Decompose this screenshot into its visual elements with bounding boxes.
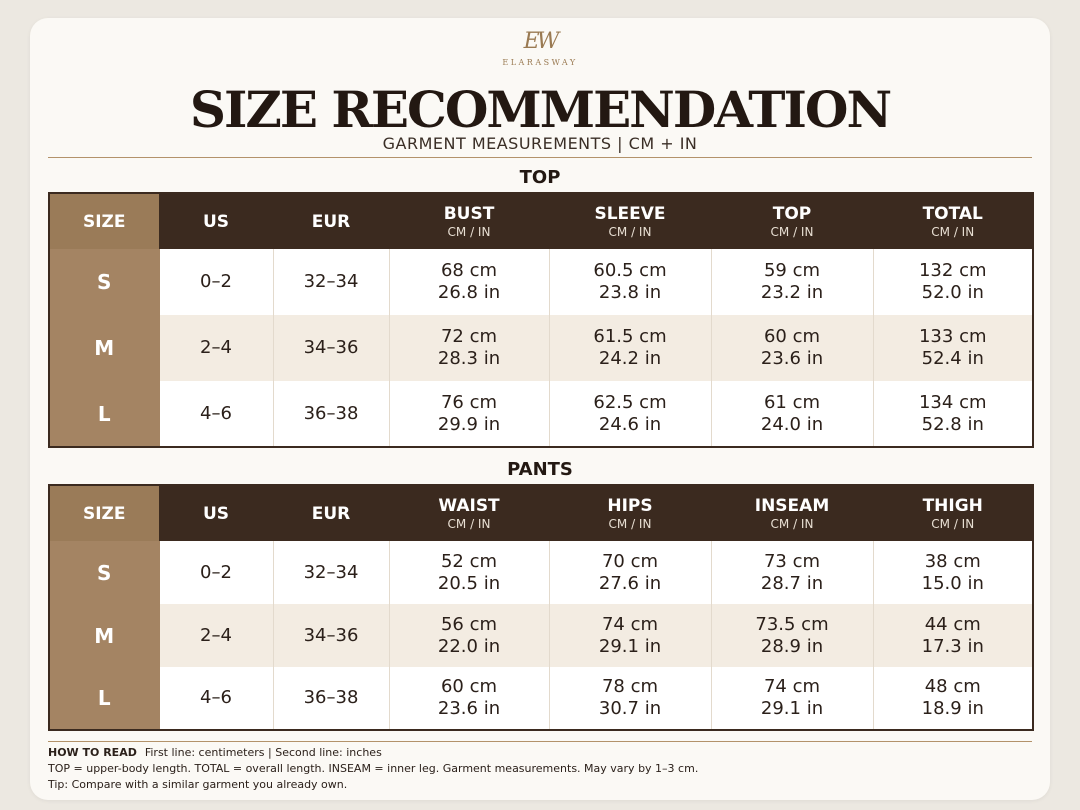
column-header-top: TOP CM / IN: [711, 193, 874, 249]
how-to-read-notes: HOW TO READ First line: centimeters | Sec…: [48, 745, 1032, 793]
measurement-cell: 59 cm 23.2 in: [711, 249, 874, 315]
size-label: L: [49, 381, 160, 447]
eur-size-cell: 32–34: [273, 249, 390, 315]
table-row: S 0–2 32–34 52 cm 20.5 in 70 cm 27.6 in 73…: [49, 541, 1034, 604]
us-size-cell: 4–6: [159, 381, 274, 447]
eur-size-cell: 34–36: [273, 315, 390, 381]
table-row: M 2–4 34–36 56 cm 22.0 in 74 cm 29.1 in 73…: [49, 604, 1034, 667]
us-size-cell: 0–2: [159, 249, 274, 315]
column-header-us: US: [159, 193, 274, 249]
title-divider: [48, 157, 1032, 158]
measurement-cell: 74 cm 29.1 in: [549, 604, 712, 667]
measurement-cell: 76 cm 29.9 in: [389, 381, 550, 447]
measurement-cell: 38 cm 15.0 in: [873, 541, 1034, 604]
eur-size-cell: 36–38: [273, 667, 390, 730]
size-label: S: [49, 249, 160, 315]
column-header-eur: EUR: [273, 193, 390, 249]
column-header-bust: BUST CM / IN: [389, 193, 550, 249]
measurement-cell: 62.5 cm 24.6 in: [549, 381, 712, 447]
measurement-cell: 134 cm 52.8 in: [873, 381, 1034, 447]
us-size-cell: 2–4: [159, 604, 274, 667]
table-row: S 0–2 32–34 68 cm 26.8 in 60.5 cm 23.8 in …: [49, 249, 1034, 315]
table-row: M 2–4 34–36 72 cm 28.3 in 61.5 cm 24.2 in …: [49, 315, 1034, 381]
brand-logo: EW ELARASWAY: [490, 28, 590, 72]
table-row: L 4–6 36–38 60 cm 23.6 in 78 cm 30.7 in 74…: [49, 667, 1034, 730]
measurement-cell: 133 cm 52.4 in: [873, 315, 1034, 381]
top-section-title: TOP: [519, 167, 561, 188]
measurement-cell: 52 cm 20.5 in: [389, 541, 550, 604]
measurement-cell: 73.5 cm 28.9 in: [711, 604, 874, 667]
measurement-cell: 78 cm 30.7 in: [549, 667, 712, 730]
us-size-cell: 4–6: [159, 667, 274, 730]
column-header-thigh: THIGH CM / IN: [873, 485, 1034, 541]
us-size-cell: 2–4: [159, 315, 274, 381]
measurement-cell: 56 cm 22.0 in: [389, 604, 550, 667]
notes-divider: [48, 741, 1032, 742]
column-header-size: SIZE: [49, 485, 160, 541]
measurement-cell: 72 cm 28.3 in: [389, 315, 550, 381]
size-label: M: [49, 315, 160, 381]
column-header-size: SIZE: [49, 193, 160, 249]
pants-section-title: PANTS: [507, 459, 573, 480]
notes-line-3: Tip: Compare with a similar garment you …: [48, 778, 348, 791]
us-size-cell: 0–2: [159, 541, 274, 604]
column-header-total: TOTAL CM / IN: [873, 193, 1034, 249]
measurement-cell: 60.5 cm 23.8 in: [549, 249, 712, 315]
measurement-cell: 61 cm 24.0 in: [711, 381, 874, 447]
eur-size-cell: 32–34: [273, 541, 390, 604]
column-header-hips: HIPS CM / IN: [549, 485, 712, 541]
brand-name: ELARASWAY: [502, 58, 578, 67]
logo-monogram: EW: [523, 29, 560, 54]
column-header-inseam: INSEAM CM / IN: [711, 485, 874, 541]
notes-line-1: HOW TO READ First line: centimeters | Sec…: [48, 746, 382, 759]
size-label: M: [49, 604, 160, 667]
column-header-eur: EUR: [273, 485, 390, 541]
measurement-cell: 74 cm 29.1 in: [711, 667, 874, 730]
measurement-cell: 48 cm 18.9 in: [873, 667, 1034, 730]
measurement-cell: 73 cm 28.7 in: [711, 541, 874, 604]
table-header-row: SIZE US EUR WAIST CM / IN HIPS CM / IN INS…: [49, 485, 1034, 541]
notes-line-2: TOP = upper-body length. TOTAL = overall…: [48, 762, 699, 775]
eur-size-cell: 34–36: [273, 604, 390, 667]
pants-size-table: SIZE US EUR WAIST CM / IN HIPS CM / IN INS…: [48, 484, 1034, 731]
size-label: S: [49, 541, 160, 604]
column-header-waist: WAIST CM / IN: [389, 485, 550, 541]
measurement-cell: 44 cm 17.3 in: [873, 604, 1034, 667]
eur-size-cell: 36–38: [273, 381, 390, 447]
measurement-cell: 60 cm 23.6 in: [389, 667, 550, 730]
page-title: SIZE RECOMMENDATION: [189, 80, 892, 139]
measurement-cell: 132 cm 52.0 in: [873, 249, 1034, 315]
notes-heading: HOW TO READ: [48, 746, 137, 759]
top-size-table: SIZE US EUR BUST CM / IN SLEEVE CM / IN TO…: [48, 192, 1034, 448]
measurement-cell: 60 cm 23.6 in: [711, 315, 874, 381]
size-label: L: [49, 667, 160, 730]
table-header-row: SIZE US EUR BUST CM / IN SLEEVE CM / IN TO…: [49, 193, 1034, 249]
measurement-cell: 68 cm 26.8 in: [389, 249, 550, 315]
table-row: L 4–6 36–38 76 cm 29.9 in 62.5 cm 24.6 in …: [49, 381, 1034, 447]
column-header-sleeve: SLEEVE CM / IN: [549, 193, 712, 249]
measurement-cell: 70 cm 27.6 in: [549, 541, 712, 604]
measurement-cell: 61.5 cm 24.2 in: [549, 315, 712, 381]
page-subtitle: GARMENT MEASUREMENTS | CM + IN: [382, 134, 698, 153]
column-header-us: US: [159, 485, 274, 541]
